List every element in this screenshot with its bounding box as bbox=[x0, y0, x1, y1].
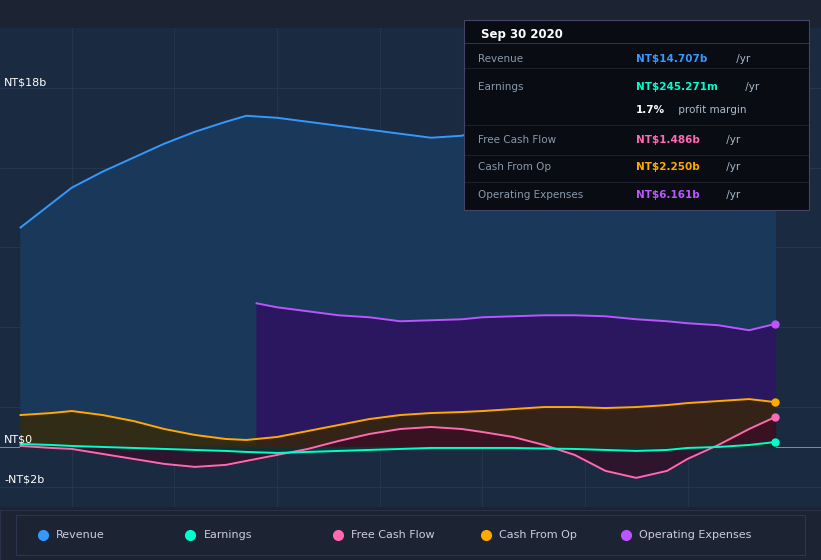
Text: Earnings: Earnings bbox=[478, 82, 523, 92]
Text: Free Cash Flow: Free Cash Flow bbox=[478, 134, 556, 144]
Text: Revenue: Revenue bbox=[478, 54, 523, 64]
Text: /yr: /yr bbox=[742, 82, 759, 92]
Text: NT$245.271m: NT$245.271m bbox=[636, 82, 718, 92]
Text: NT$0: NT$0 bbox=[4, 435, 33, 445]
Text: profit margin: profit margin bbox=[675, 105, 746, 115]
Text: Revenue: Revenue bbox=[56, 530, 104, 540]
Text: -NT$2b: -NT$2b bbox=[4, 474, 44, 484]
Text: NT$14.707b: NT$14.707b bbox=[636, 54, 708, 64]
Text: /yr: /yr bbox=[723, 190, 741, 200]
Text: Earnings: Earnings bbox=[204, 530, 252, 540]
Text: Cash From Op: Cash From Op bbox=[478, 162, 551, 172]
Text: NT$2.250b: NT$2.250b bbox=[636, 162, 700, 172]
Text: Sep 30 2020: Sep 30 2020 bbox=[481, 28, 563, 41]
Text: 1.7%: 1.7% bbox=[636, 105, 665, 115]
Text: NT$18b: NT$18b bbox=[4, 78, 48, 88]
Text: Operating Expenses: Operating Expenses bbox=[639, 530, 751, 540]
Text: /yr: /yr bbox=[723, 162, 741, 172]
Text: Free Cash Flow: Free Cash Flow bbox=[351, 530, 435, 540]
Text: NT$1.486b: NT$1.486b bbox=[636, 134, 700, 144]
Text: Cash From Op: Cash From Op bbox=[499, 530, 577, 540]
Text: NT$6.161b: NT$6.161b bbox=[636, 190, 700, 200]
Text: /yr: /yr bbox=[723, 134, 741, 144]
Text: /yr: /yr bbox=[733, 54, 750, 64]
Text: Operating Expenses: Operating Expenses bbox=[478, 190, 583, 200]
